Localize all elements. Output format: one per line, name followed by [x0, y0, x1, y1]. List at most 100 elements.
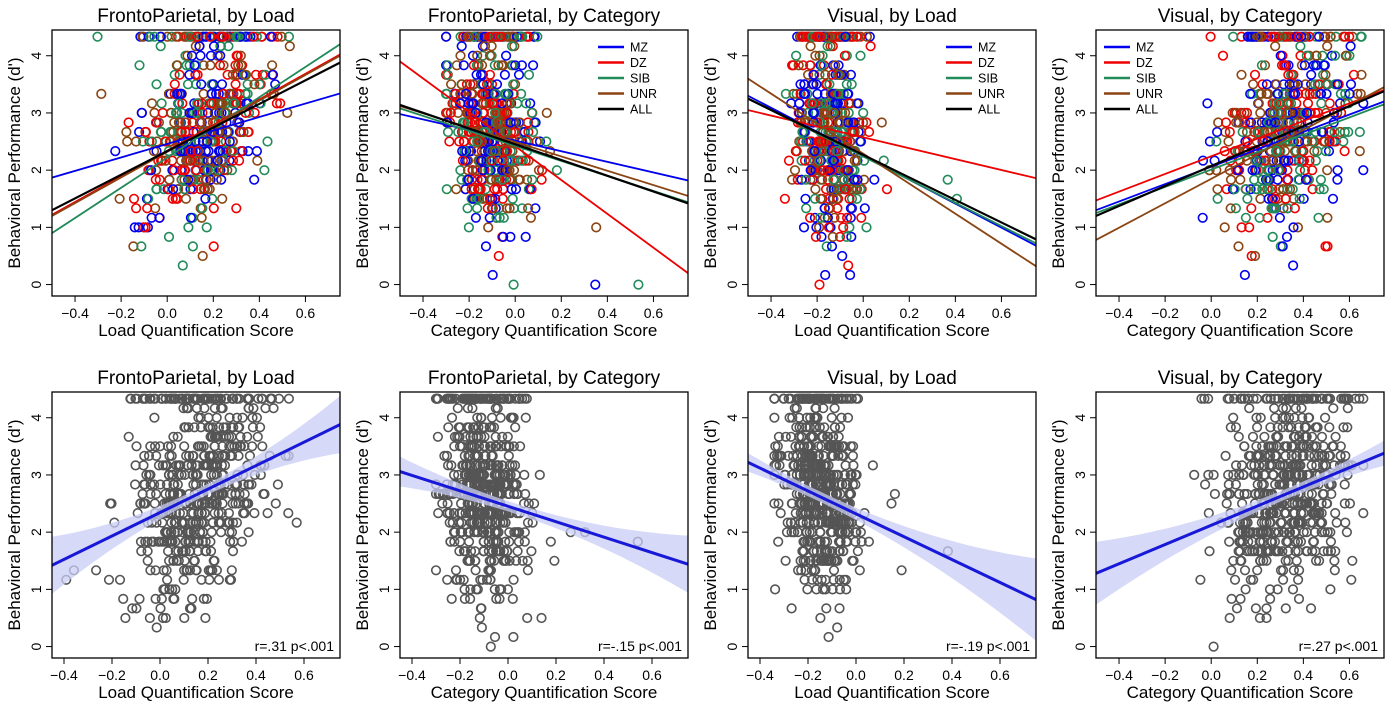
- data-point: [1289, 203, 1300, 214]
- data-point: [1298, 146, 1309, 157]
- data-point: [207, 565, 218, 576]
- x-tick-label: −0.4: [409, 305, 437, 321]
- data-point: [460, 546, 471, 557]
- data-point: [829, 517, 840, 528]
- data-point: [1270, 41, 1281, 52]
- data-point: [804, 60, 816, 71]
- data-point: [475, 393, 486, 404]
- data-point: [125, 393, 136, 404]
- data-point: [818, 403, 829, 414]
- data-point: [822, 41, 833, 52]
- legend-label-all: ALL: [1136, 103, 1158, 117]
- data-point: [779, 193, 791, 204]
- data-point: [1277, 117, 1288, 128]
- data-point: [832, 622, 843, 633]
- plot-area: [400, 31, 688, 290]
- data-point: [786, 174, 798, 185]
- y-axis-label: Behavioral Performance (d'): [353, 419, 372, 630]
- data-point: [838, 165, 849, 176]
- data-point: [821, 241, 832, 252]
- data-point: [1257, 184, 1268, 195]
- y-tick-label: 2: [28, 166, 44, 174]
- y-tick-label: 2: [724, 528, 740, 536]
- data-point: [800, 174, 812, 185]
- data-point: [459, 450, 470, 462]
- data-point: [215, 393, 227, 404]
- data-point: [172, 107, 183, 118]
- data-point: [1322, 41, 1333, 52]
- data-point: [536, 174, 547, 185]
- data-point: [216, 488, 227, 500]
- data-point: [798, 555, 809, 566]
- data-point: [1276, 517, 1288, 528]
- data-point: [262, 136, 273, 147]
- data-point: [168, 555, 179, 566]
- data-point: [248, 31, 259, 42]
- data-point: [468, 60, 479, 71]
- data-point: [1269, 527, 1280, 538]
- data-point: [1247, 527, 1258, 538]
- data-point: [237, 412, 248, 423]
- data-point: [1223, 479, 1234, 490]
- data-point: [123, 431, 134, 442]
- data-point: [168, 184, 179, 195]
- data-point: [184, 565, 196, 576]
- data-point: [445, 107, 456, 118]
- data-point: [243, 527, 254, 538]
- y-tick-label: 3: [28, 109, 44, 117]
- y-tick-label: 0: [376, 642, 392, 650]
- x-axis-label: Category Quantification Score: [431, 683, 658, 702]
- data-point: [525, 98, 536, 109]
- data-point: [446, 460, 457, 471]
- data-point: [201, 222, 212, 233]
- data-point: [832, 488, 843, 500]
- data-point: [505, 231, 516, 242]
- data-point: [1261, 612, 1272, 624]
- data-point: [1355, 31, 1366, 42]
- data-point: [1291, 98, 1302, 109]
- data-point: [1230, 203, 1241, 214]
- data-point: [150, 565, 161, 576]
- data-point: [205, 174, 216, 185]
- data-point: [140, 222, 151, 233]
- data-point: [467, 193, 479, 204]
- data-point: [135, 536, 147, 547]
- data-point: [819, 536, 831, 547]
- data-point: [1338, 422, 1349, 433]
- data-point: [1196, 393, 1207, 404]
- data-point: [1247, 79, 1259, 90]
- data-point: [259, 165, 270, 176]
- y-tick-label: 3: [1072, 109, 1088, 117]
- data-point: [1289, 412, 1300, 423]
- data-point: [205, 536, 216, 547]
- data-point: [1263, 193, 1274, 204]
- data-point: [809, 517, 820, 528]
- panel-title: Visual, by Load: [827, 368, 957, 389]
- data-point: [178, 403, 189, 414]
- data-point: [1273, 31, 1284, 42]
- data-point: [493, 117, 504, 128]
- data-point: [810, 50, 821, 61]
- data-point: [205, 60, 216, 71]
- data-point: [1245, 117, 1257, 128]
- y-tick-label: 1: [1072, 585, 1088, 593]
- data-point: [807, 98, 818, 109]
- data-point: [255, 422, 266, 433]
- data-point: [811, 79, 822, 90]
- data-point: [134, 60, 145, 71]
- data-point: [1256, 117, 1267, 128]
- data-point: [1300, 88, 1311, 99]
- y-axis-label: Behavioral Performance (d'): [5, 57, 24, 268]
- data-point: [120, 612, 131, 624]
- data-point: [202, 136, 213, 147]
- data-point: [1219, 222, 1230, 233]
- regression-line-dz: [52, 53, 340, 216]
- data-point: [1272, 431, 1284, 442]
- data-point: [1330, 546, 1341, 557]
- data-point: [1255, 31, 1266, 42]
- data-point: [460, 88, 471, 99]
- data-point: [253, 393, 264, 404]
- data-point: [792, 527, 804, 538]
- data-point: [810, 507, 821, 519]
- data-point: [193, 498, 204, 509]
